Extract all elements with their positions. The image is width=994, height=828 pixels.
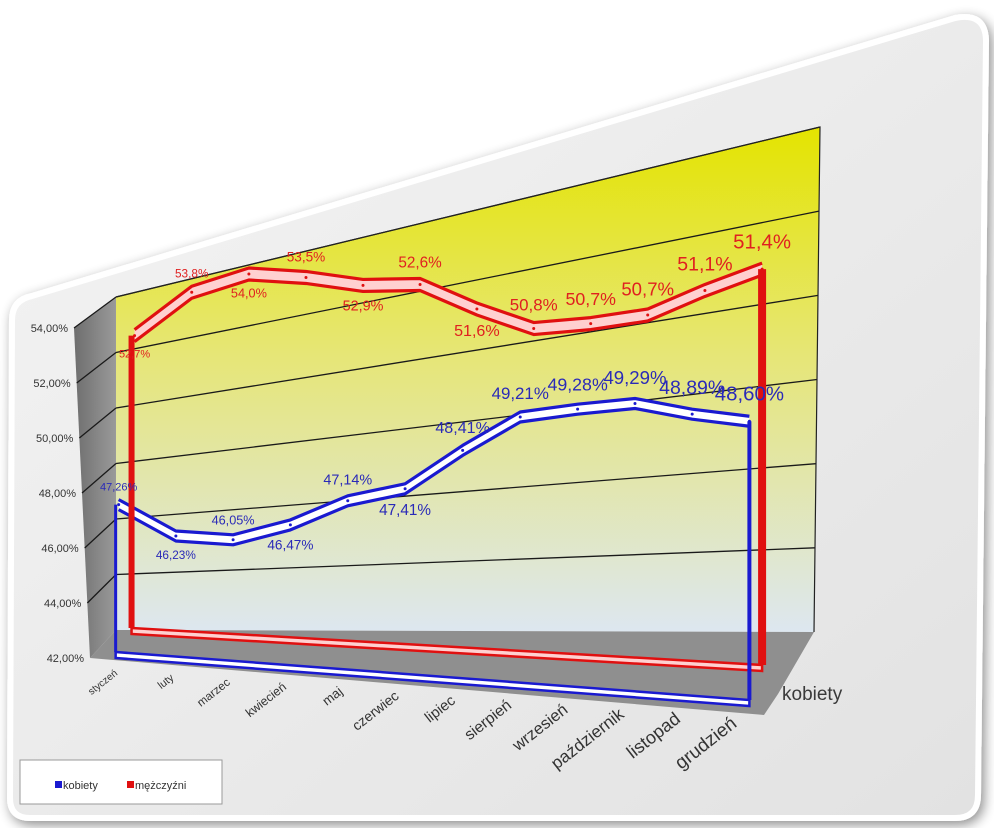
gridline: [115, 294, 819, 409]
data-label: 50,7%: [621, 279, 674, 300]
data-point: [361, 283, 365, 287]
data-point: [690, 412, 694, 416]
gridline-side: [78, 407, 117, 439]
gridline: [115, 463, 817, 520]
data-label: 50,8%: [510, 295, 558, 314]
data-label: 51,6%: [454, 322, 500, 340]
data-point: [518, 415, 522, 419]
data-label: 52,6%: [398, 255, 442, 272]
data-label: 49,21%: [492, 384, 549, 403]
series-line-bottom: [117, 406, 750, 547]
data-point: [589, 322, 593, 326]
floor-ribbon-0: [114, 650, 751, 708]
data-point: [304, 275, 308, 279]
data-point: [403, 487, 407, 491]
data-point: [346, 499, 350, 503]
gridline-side: [73, 296, 117, 329]
gridline: [115, 378, 818, 465]
data-label: 51,1%: [677, 253, 732, 275]
data-point: [418, 283, 422, 287]
data-point: [231, 538, 235, 542]
data-label: 49,28%: [547, 374, 607, 394]
y-axis: 42,00% 44,00% 46,00% 48,00% 50,00% 52,00% 54,0…: [31, 323, 85, 665]
legend-swatch-kobiety: [55, 781, 62, 788]
back-wall: [116, 127, 820, 632]
data-point: [174, 534, 178, 538]
data-label: 47,26%: [100, 482, 138, 494]
series-line-bottom: [133, 273, 763, 343]
data-point: [475, 307, 479, 311]
data-point: [633, 401, 637, 405]
gridline-side: [84, 518, 117, 549]
y-tick-label: 42,00%: [47, 653, 85, 665]
data-point: [646, 313, 650, 317]
floor-ribbon-1: [130, 626, 764, 673]
legend-label-kobiety: kobiety: [63, 780, 98, 792]
data-label: 47,14%: [323, 472, 372, 488]
legend: kobiety mężczyźni: [19, 759, 223, 805]
gridlines: [73, 126, 821, 633]
data-point: [576, 407, 580, 411]
data-label: 52,7%: [119, 349, 150, 361]
series-lines: [114, 261, 767, 700]
data-label: 53,5%: [287, 250, 326, 265]
data-label: 50,7%: [565, 289, 616, 309]
data-point: [247, 272, 251, 276]
y-tick-label: 54,00%: [31, 323, 69, 335]
data-label: 46,23%: [156, 548, 197, 562]
y-tick-label: 50,00%: [36, 433, 74, 445]
data-label: 48,41%: [435, 419, 490, 437]
data-labels: 47,26% 46,23% 46,05% 46,47% 47,14% 47,41% 48,4…: [100, 231, 791, 561]
y-tick-label: 52,00%: [33, 378, 71, 390]
data-label: 53,8%: [175, 267, 209, 281]
gridline-side: [81, 463, 117, 494]
floor-ribbons: [114, 626, 764, 708]
wall-border: [115, 126, 821, 633]
data-label: 46,47%: [267, 537, 313, 552]
legend-label-mezczyzni: mężczyźni: [135, 780, 186, 792]
data-label: 49,29%: [603, 367, 666, 388]
gridline: [115, 547, 816, 576]
series-line-top: [133, 261, 763, 331]
data-label: 48,60%: [715, 384, 784, 406]
data-label: 48,89%: [659, 377, 725, 399]
y-tick-label: 48,00%: [39, 488, 77, 500]
data-label: 47,41%: [379, 502, 431, 519]
series-line-top: [117, 396, 750, 537]
legend-swatch-mezczyzni: [127, 781, 134, 788]
data-point: [288, 523, 292, 527]
series-ribbon-0: [118, 398, 750, 545]
y-tick-label: 46,00%: [41, 543, 79, 555]
data-label: 51,4%: [733, 231, 791, 253]
data-point: [532, 327, 536, 331]
data-point: [703, 288, 707, 292]
data-point: [461, 448, 465, 452]
gridline: [115, 210, 820, 354]
gridline-side: [86, 574, 117, 604]
depth-axis-label: kobiety: [782, 684, 843, 705]
side-wall: [74, 297, 116, 658]
data-point: [190, 290, 194, 294]
data-label: 54,0%: [231, 287, 267, 301]
data-label: 52,9%: [343, 299, 384, 315]
gridline-side: [76, 351, 117, 384]
y-tick-label: 44,00%: [44, 598, 82, 610]
data-label: 46,05%: [212, 514, 255, 528]
data-point: [117, 503, 121, 507]
